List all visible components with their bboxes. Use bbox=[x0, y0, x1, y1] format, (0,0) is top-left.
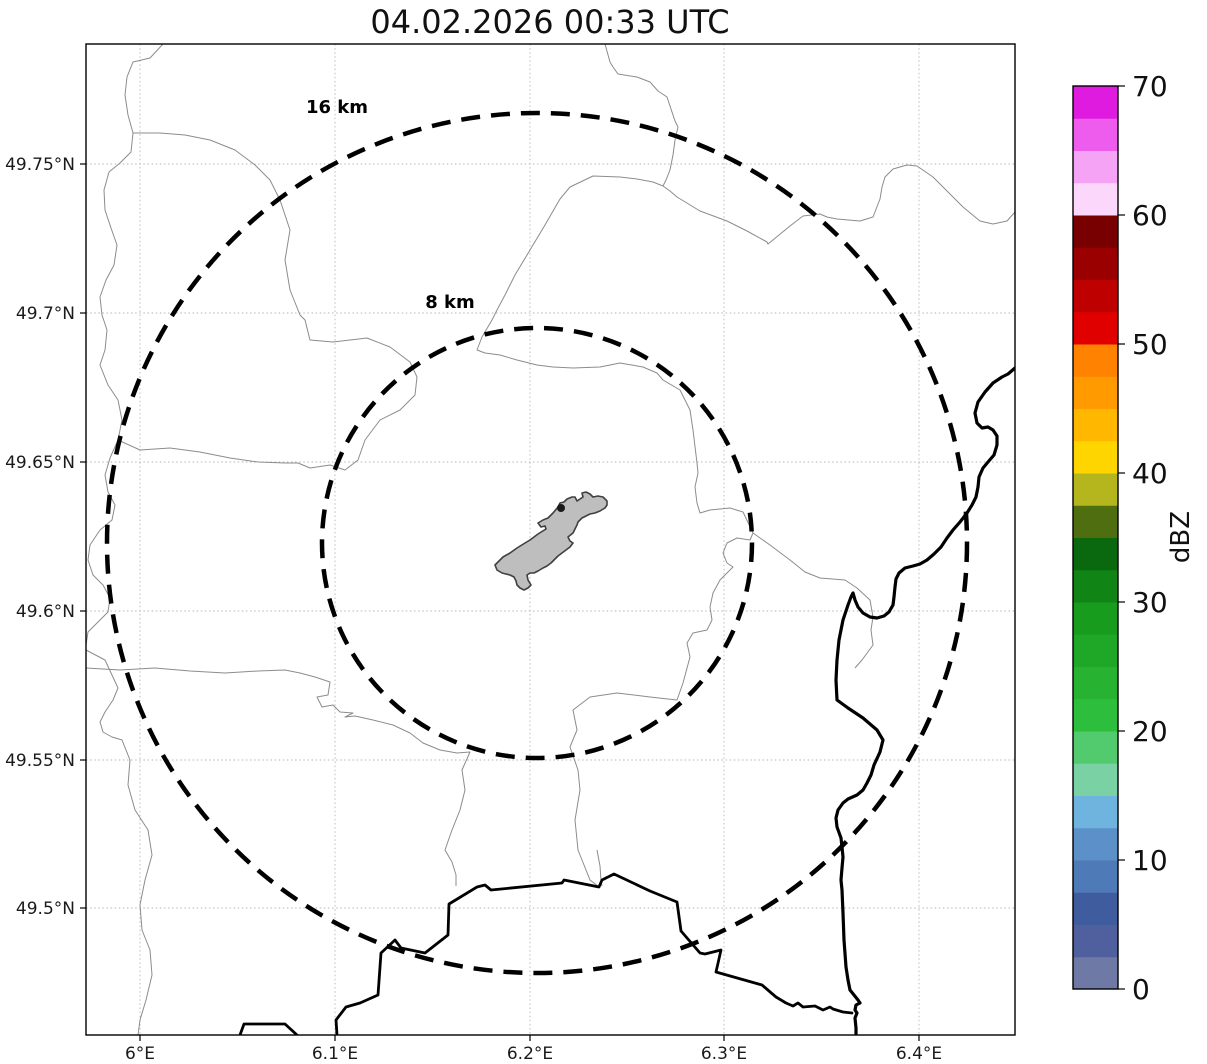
boundary-line bbox=[117, 132, 418, 471]
boundary-line bbox=[752, 532, 874, 669]
colorbar-segment bbox=[1073, 376, 1118, 409]
y-tick-label: 49.65°N bbox=[5, 453, 75, 473]
x-tick-label: 6.2°E bbox=[507, 1044, 553, 1064]
radar-site-marker bbox=[557, 504, 565, 512]
y-tick-label: 49.5°N bbox=[16, 899, 75, 919]
colorbar-unit-label: dBZ bbox=[1166, 511, 1196, 563]
colorbar-segment bbox=[1073, 860, 1118, 893]
border-line bbox=[334, 872, 854, 1035]
colorbar-segment bbox=[1073, 827, 1118, 861]
colorbar-tick-label: 20 bbox=[1132, 715, 1168, 748]
radar-range-rings: 16 km 8 km bbox=[104, 97, 970, 976]
colorbar-segment bbox=[1073, 924, 1118, 958]
map-content: 16 km 8 km bbox=[86, 44, 1015, 1035]
colorbar-segment bbox=[1073, 634, 1118, 667]
colorbar-segment bbox=[1073, 763, 1118, 796]
boundary-line bbox=[86, 44, 164, 646]
colorbar-segment bbox=[1073, 408, 1118, 442]
x-tick-label: 6.1°E bbox=[312, 1044, 358, 1064]
range-ring-16km bbox=[104, 110, 970, 976]
border-line bbox=[238, 1022, 299, 1035]
x-tick-label: 6°E bbox=[125, 1044, 155, 1064]
boundary-line bbox=[662, 164, 1015, 245]
colorbar-segment bbox=[1073, 569, 1118, 603]
colorbar-tick-label: 10 bbox=[1132, 844, 1168, 877]
map-frame bbox=[85, 43, 1016, 1036]
y-tick-label: 49.7°N bbox=[16, 304, 75, 324]
y-tick-label: 49.55°N bbox=[5, 751, 75, 771]
boundary-line bbox=[86, 649, 153, 1035]
colorbar-segment bbox=[1073, 731, 1118, 764]
colorbar-segment bbox=[1073, 666, 1118, 700]
colorbar-segment bbox=[1073, 215, 1118, 248]
x-tick-label: 6.3°E bbox=[701, 1044, 747, 1064]
colorbar-segment bbox=[1073, 344, 1118, 377]
colorbar-tick-label: 60 bbox=[1132, 199, 1168, 232]
boundary-line bbox=[476, 175, 754, 888]
colorbar-segment bbox=[1073, 698, 1118, 732]
y-tick-label: 49.6°N bbox=[16, 602, 75, 622]
colorbar-segment bbox=[1073, 279, 1118, 313]
colorbar-segment bbox=[1073, 440, 1118, 474]
range-ring-label: 16 km bbox=[306, 97, 368, 118]
colorbar-tick-label: 50 bbox=[1132, 328, 1168, 361]
colorbar-tick-label: 30 bbox=[1132, 586, 1168, 619]
airport-polygon bbox=[494, 491, 608, 591]
y-tick-label: 49.75°N bbox=[5, 155, 75, 175]
colorbar-tick-label: 70 bbox=[1132, 70, 1168, 103]
colorbar-segment bbox=[1073, 956, 1118, 990]
boundary-line bbox=[604, 44, 679, 187]
range-ring-label: 8 km bbox=[425, 292, 475, 313]
colorbar-segment bbox=[1073, 118, 1118, 151]
boundary-line bbox=[86, 667, 471, 886]
colorbar-segment bbox=[1073, 537, 1118, 571]
colorbar-segment bbox=[1073, 247, 1118, 280]
colorbar-segment bbox=[1073, 150, 1118, 184]
colorbar-segment bbox=[1073, 892, 1118, 925]
colorbar-tick-label: 40 bbox=[1132, 457, 1168, 490]
colorbar-segment bbox=[1073, 505, 1118, 538]
colorbar-segment bbox=[1073, 795, 1118, 829]
country-border bbox=[238, 872, 854, 1035]
reflectivity-colorbar: 0 10 20 30 40 50 60 70 bbox=[1072, 70, 1168, 1006]
colorbar-segment bbox=[1073, 602, 1118, 635]
graticule-gridlines bbox=[86, 44, 1015, 1035]
x-tick-label: 6.4°E bbox=[896, 1044, 942, 1064]
colorbar-outline bbox=[1072, 85, 1119, 990]
colorbar-segment bbox=[1073, 311, 1118, 345]
range-ring-8km bbox=[319, 325, 755, 761]
river-line bbox=[834, 366, 1015, 1035]
colorbar-tick-label: 0 bbox=[1132, 973, 1150, 1006]
colorbar-segment bbox=[1073, 473, 1118, 506]
colorbar-segment bbox=[1073, 86, 1118, 119]
axes-ticks-labels: 6°E 6.1°E 6.2°E 6.3°E 6.4°E 49.75°N 49.7°N 49.6… bbox=[5, 155, 942, 1064]
colorbar-segment bbox=[1073, 182, 1118, 216]
plot-title: 04.02.2026 00:33 UTC bbox=[370, 3, 729, 41]
